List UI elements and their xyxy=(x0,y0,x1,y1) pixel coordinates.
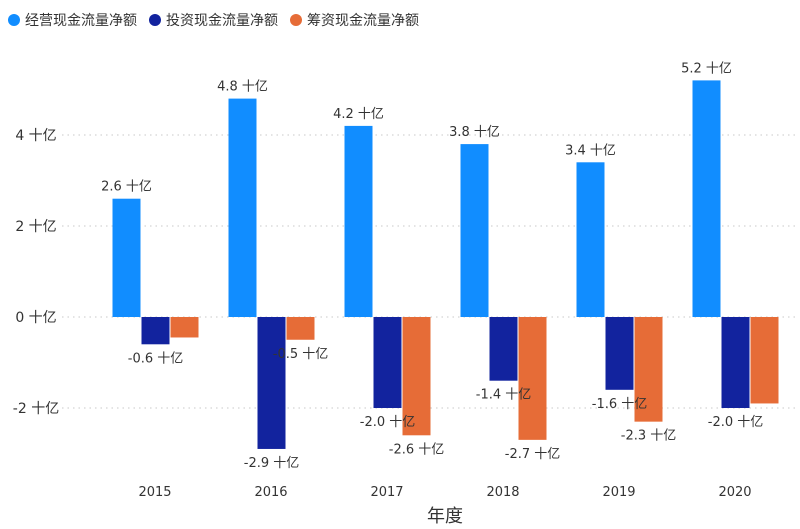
data-label: -1.6 十亿 xyxy=(592,397,648,412)
y-tick-label: 2 十亿 xyxy=(15,219,56,235)
legend-item-financing[interactable]: 筹资现金流量净额 xyxy=(290,10,419,30)
legend-item-investing[interactable]: 投资现金流量净额 xyxy=(149,10,278,30)
bar[interactable] xyxy=(460,144,489,317)
legend-label-financing: 筹资现金流量净额 xyxy=(307,13,419,29)
bar[interactable] xyxy=(750,317,779,404)
data-label: -2.7 十亿 xyxy=(505,447,561,462)
y-tick-label: 4 十亿 xyxy=(15,128,56,144)
data-label: 3.4 十亿 xyxy=(565,143,616,158)
data-label: -2.6 十亿 xyxy=(389,442,445,457)
legend-marker-operating xyxy=(8,14,20,26)
data-label: -2.9 十亿 xyxy=(244,456,300,471)
chart-legend: 经营现金流量净额 投资现金流量净额 筹资现金流量净额 xyxy=(8,10,431,30)
legend-marker-financing xyxy=(290,14,302,26)
data-label: -0.5 十亿 xyxy=(273,347,329,362)
x-tick-label: 2019 xyxy=(602,485,635,500)
x-tick-label: 2015 xyxy=(138,485,171,500)
legend-label-investing: 投资现金流量净额 xyxy=(166,13,278,29)
bar[interactable] xyxy=(489,317,518,381)
bar[interactable] xyxy=(721,317,750,408)
x-axis: 2015 2016 2017 2018 2019 2020 xyxy=(138,485,751,500)
data-label: 2.6 十亿 xyxy=(101,180,152,195)
bar[interactable] xyxy=(141,317,170,345)
x-axis-title: 年度 xyxy=(427,506,463,527)
bar[interactable] xyxy=(518,317,547,440)
legend-item-operating[interactable]: 经营现金流量净额 xyxy=(8,10,137,30)
legend-marker-investing xyxy=(149,14,161,26)
data-label: -1.4 十亿 xyxy=(476,388,532,403)
bar[interactable] xyxy=(170,317,199,338)
data-label: 4.8 十亿 xyxy=(217,80,268,95)
bar[interactable] xyxy=(344,125,373,318)
bar[interactable] xyxy=(373,317,402,408)
data-label: -2.0 十亿 xyxy=(708,415,764,430)
y-tick-label: 0 十亿 xyxy=(15,310,56,326)
data-labels: 2.6 十亿 -0.6 十亿 4.8 十亿 -2.9 十亿 -0.5 十亿 4.2 十亿 -… xyxy=(101,61,763,471)
bar[interactable] xyxy=(286,317,315,340)
data-label: 4.2 十亿 xyxy=(333,107,384,122)
data-label: -2.0 十亿 xyxy=(360,415,416,430)
bar[interactable] xyxy=(605,317,634,390)
y-axis: -2 十亿 0 十亿 2 十亿 4 十亿 xyxy=(13,128,59,417)
data-label: 5.2 十亿 xyxy=(681,61,732,76)
x-tick-label: 2017 xyxy=(370,485,403,500)
x-tick-label: 2018 xyxy=(486,485,519,500)
bar[interactable] xyxy=(112,198,141,317)
bar[interactable] xyxy=(692,80,721,318)
bar[interactable] xyxy=(402,317,431,436)
data-label: 3.8 十亿 xyxy=(449,125,500,140)
legend-label-operating: 经营现金流量净额 xyxy=(25,13,137,29)
bars xyxy=(112,80,779,449)
bar[interactable] xyxy=(228,98,257,317)
y-tick-label: -2 十亿 xyxy=(13,401,59,417)
bar[interactable] xyxy=(257,317,286,449)
bar[interactable] xyxy=(576,162,605,317)
data-label: -2.3 十亿 xyxy=(621,429,677,444)
x-tick-label: 2016 xyxy=(254,485,287,500)
data-label: -0.6 十亿 xyxy=(128,351,184,366)
bar[interactable] xyxy=(634,317,663,422)
x-tick-label: 2020 xyxy=(718,485,751,500)
